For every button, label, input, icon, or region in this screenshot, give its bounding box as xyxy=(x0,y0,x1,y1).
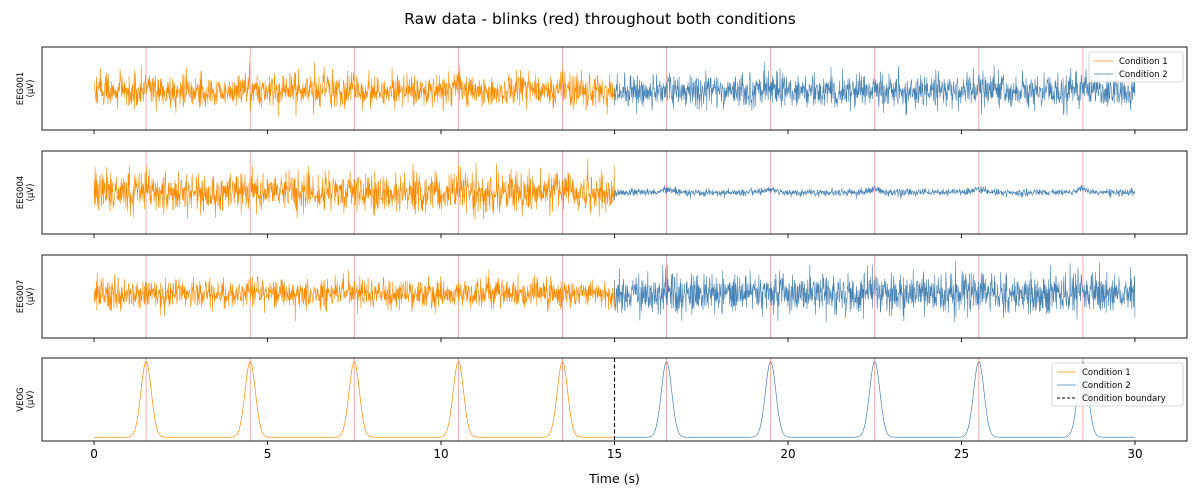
x-tick-label: 5 xyxy=(264,447,272,461)
x-tick-label: 10 xyxy=(433,447,448,461)
y-axis-label: EEG004(µV) xyxy=(16,176,36,210)
legend-box xyxy=(1088,51,1184,83)
legend: Condition 1 Condition 2 xyxy=(1088,51,1184,83)
legend-box xyxy=(1051,362,1184,407)
series-condition-2 xyxy=(614,184,1136,201)
legend-label-condition-1: Condition 1 xyxy=(1082,368,1131,378)
series-condition-2 xyxy=(614,261,1136,323)
y-axis-label: VEOG(µV) xyxy=(16,387,36,411)
x-tick-label: 30 xyxy=(1127,447,1142,461)
y-axis-label-line-2: (µV) xyxy=(26,80,36,98)
x-tick-label: 15 xyxy=(607,447,622,461)
y-axis-label-line-1: EEG004 xyxy=(16,176,26,210)
y-axis-label-line-2: (µV) xyxy=(26,184,36,202)
legend: Condition 1 Condition 2 Condition boundary xyxy=(1051,362,1184,407)
panel-1: EEG001(µV) Condition 1 Condition 2 xyxy=(16,46,1188,134)
series-condition-2 xyxy=(614,361,1135,438)
y-axis-label-line-1: VEOG xyxy=(16,387,26,411)
chart-title: Raw data - blinks (red) throughout both … xyxy=(404,10,796,28)
legend-label-condition-2: Condition 2 xyxy=(1119,70,1168,80)
series-condition-2 xyxy=(614,61,1136,116)
y-axis-label-line-2: (µV) xyxy=(26,288,36,306)
legend-label-condition-2: Condition 2 xyxy=(1082,381,1131,391)
y-axis-label-line-1: EEG007 xyxy=(16,280,26,314)
series-condition-1 xyxy=(93,62,615,117)
legend-label-condition-1: Condition 1 xyxy=(1119,57,1168,67)
series-condition-1 xyxy=(94,361,615,438)
y-axis-label: EEG007(µV) xyxy=(16,280,36,314)
legend-label-boundary: Condition boundary xyxy=(1082,394,1166,404)
y-axis-label: EEG001(µV) xyxy=(16,72,36,106)
x-axis-label: Time (s) xyxy=(588,471,640,486)
x-tick-label: 25 xyxy=(954,447,969,461)
panel-frame xyxy=(41,46,1188,131)
series-condition-1 xyxy=(93,158,615,220)
y-axis-label-line-1: EEG001 xyxy=(16,72,26,106)
y-axis-label-line-2: (µV) xyxy=(26,391,36,409)
panel-3: EEG007(µV) xyxy=(16,254,1188,342)
x-tick-label: 0 xyxy=(90,447,98,461)
x-tick-label: 20 xyxy=(780,447,795,461)
panel-2: EEG004(µV) xyxy=(16,150,1188,238)
series-condition-1 xyxy=(93,269,615,321)
